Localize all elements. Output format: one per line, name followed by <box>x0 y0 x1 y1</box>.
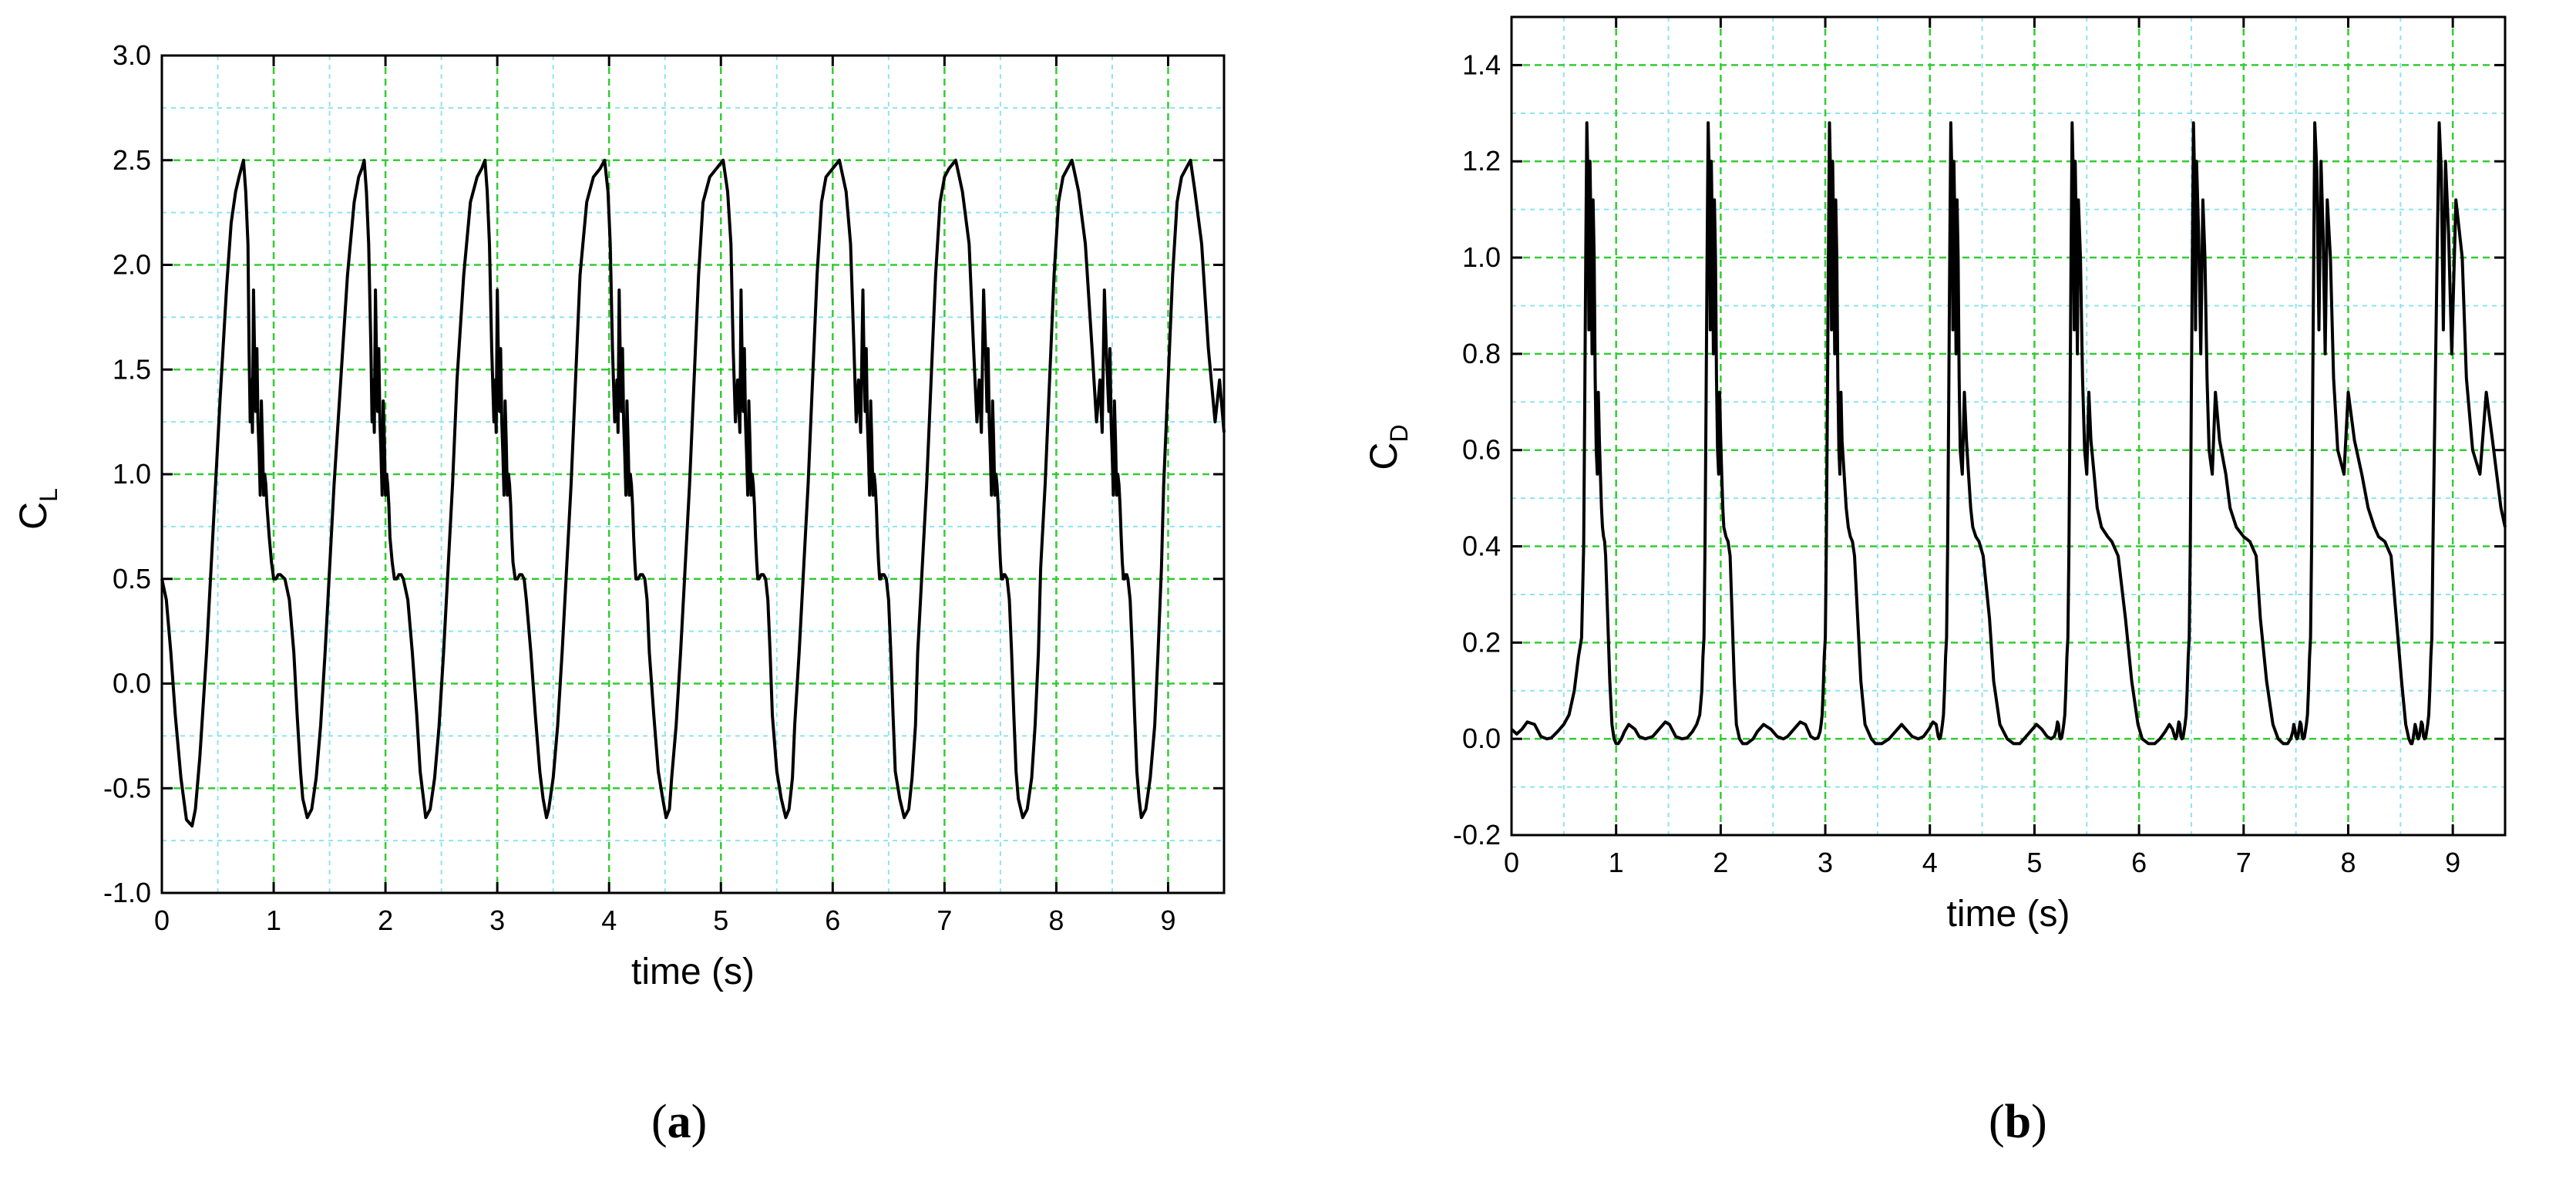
y-axis-label-main: C <box>12 502 55 530</box>
y-axis-label-subscript: D <box>1385 424 1413 442</box>
y-axis-label-subscript: L <box>35 488 62 502</box>
y-tick-label: 1.0 <box>113 458 151 490</box>
y-tick-label: 1.2 <box>1462 145 1501 177</box>
x-tick-label: 8 <box>2340 847 2356 878</box>
y-axis-label-main: C <box>1362 443 1405 470</box>
x-tick-label: 7 <box>2236 847 2251 878</box>
x-tick-label: 3 <box>489 904 505 936</box>
y-tick-label: 0.5 <box>113 563 151 595</box>
x-tick-label: 3 <box>1818 847 1833 878</box>
chart-b-drag-coefficient: 0 1 2 3 4 5 6 7 8 9 -0.2 0.0 0.2 0.4 0.6 0.8 1.0 1.2 1.4 ti… <box>1362 15 2507 935</box>
y-axis-label: CD <box>1362 424 1413 470</box>
x-tick-label: 1 <box>1609 847 1624 878</box>
x-tick-label: 8 <box>1048 904 1064 936</box>
x-tick-label: 1 <box>266 904 281 936</box>
y-tick-label: 0.6 <box>1462 434 1501 466</box>
x-tick-label: 0 <box>1504 847 1519 878</box>
chart-a-lift-coefficient: 0 1 2 3 4 5 6 7 8 9 -1.0 -0.5 0.0 0.5 1.0 1.5 2.0 2.5 3.0 t… <box>12 39 1226 992</box>
y-axis-label: CL <box>12 488 62 530</box>
panel-label-b: (b) <box>1989 1096 2047 1148</box>
x-axis-label: time (s) <box>631 952 755 992</box>
y-tick-label: 2.0 <box>113 249 151 281</box>
x-tick-label: 7 <box>937 904 952 936</box>
x-tick-label: 0 <box>154 904 170 936</box>
y-tick-label: 1.0 <box>1462 241 1501 273</box>
x-tick-label: 4 <box>601 904 617 936</box>
y-tick-label: 1.4 <box>1462 49 1501 80</box>
x-tick-label: 6 <box>2131 847 2147 878</box>
y-tick-label: 1.5 <box>113 353 151 385</box>
data-series-line <box>1510 121 2507 746</box>
y-tick-label: -1.0 <box>103 877 151 908</box>
y-tick-label: 0.0 <box>113 668 151 699</box>
y-tick-label: 2.5 <box>113 144 151 176</box>
x-tick-label: 2 <box>1713 847 1728 878</box>
x-tick-label: 6 <box>825 904 840 936</box>
x-tick-label: 9 <box>1160 904 1175 936</box>
x-tick-label: 2 <box>378 904 393 936</box>
y-tick-label: 0.2 <box>1462 626 1501 658</box>
x-tick-label: 5 <box>2026 847 2042 878</box>
y-tick-label: -0.5 <box>103 772 151 803</box>
y-tick-label: -0.2 <box>1453 819 1501 851</box>
x-tick-label: 9 <box>2445 847 2460 878</box>
x-tick-label: 5 <box>713 904 728 936</box>
y-tick-label: 3.0 <box>113 39 151 71</box>
x-axis-label: time (s) <box>1947 894 2070 935</box>
y-tick-label: 0.8 <box>1462 338 1501 369</box>
y-tick-label: 0.0 <box>1462 723 1501 754</box>
data-series-line <box>160 158 1226 828</box>
y-tick-label: 0.4 <box>1462 531 1501 562</box>
x-tick-label: 4 <box>1922 847 1938 878</box>
panel-label-a: (a) <box>651 1096 708 1148</box>
plot-frame <box>1510 15 2507 837</box>
